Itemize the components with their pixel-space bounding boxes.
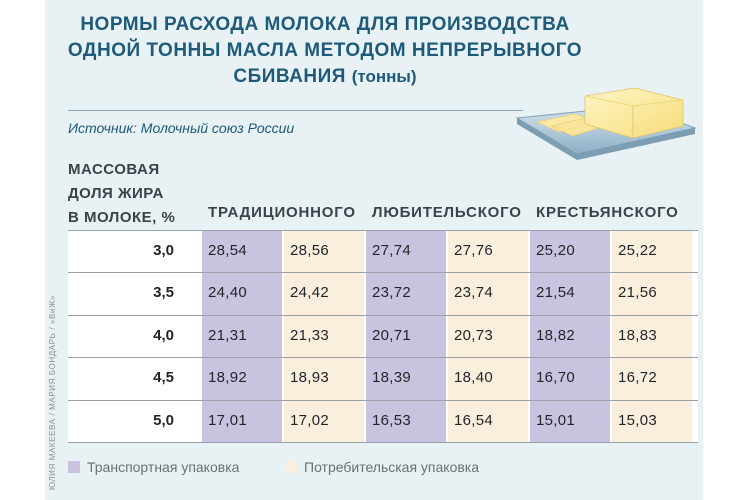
fat-percent-label: 3,0: [153, 242, 174, 259]
row-header: МАССОВАЯ ДОЛЯ ЖИРА В МОЛОКЕ, %: [68, 158, 208, 230]
row-header-line-3: В МОЛОКЕ, %: [68, 209, 176, 226]
table-cell: 17,01: [208, 411, 248, 429]
table-cell: 20,73: [454, 326, 494, 344]
legend-label-consumer: Потребительская упаковка: [304, 459, 480, 475]
row-divider: [68, 442, 698, 443]
table-cell: 21,31: [208, 326, 248, 344]
table-cell: 16,54: [454, 411, 494, 429]
butter-dish-icon: [515, 88, 697, 160]
column-amateur-transport: [366, 230, 446, 442]
table-cell: 23,74: [454, 284, 494, 302]
table-cell: 15,01: [536, 411, 576, 429]
title-unit: (тонны): [351, 67, 417, 86]
table-cell: 16,72: [618, 369, 658, 387]
table-cell: 18,39: [372, 369, 412, 387]
title-line-1: НОРМЫ РАСХОДА МОЛОКА ДЛЯ ПРОИЗВОДСТВА: [80, 14, 570, 35]
column-traditional-consumer: [284, 230, 364, 442]
column-amateur-consumer: [448, 230, 528, 442]
column-traditional-transport: [202, 230, 282, 442]
table-cell: 24,40: [208, 284, 248, 302]
fat-percent-label: 4,5: [153, 369, 174, 387]
table-cell: 17,02: [290, 411, 330, 429]
legend-swatch-consumer: [285, 461, 297, 473]
table-cell: 20,71: [372, 326, 412, 344]
row-divider: [68, 272, 698, 274]
table-cell: 21,54: [536, 284, 576, 302]
group-header-traditional: ТРАДИЦИОННОГО: [208, 204, 356, 221]
credit-line: ЮЛИЯ МАКЕЕВА / МАРИЯ БОНДАРЬ / «ВиЖ»: [48, 294, 57, 490]
table-cell: 18,83: [618, 326, 658, 344]
table-cell: 23,72: [372, 284, 412, 302]
title-separator: [68, 110, 523, 111]
title-line-2: ОДНОЙ ТОННЫ МАСЛА МЕТОДОМ НЕПРЕРЫВНОГО: [67, 40, 583, 61]
table-cell: 16,70: [536, 369, 576, 387]
fat-percent-label: 4,0: [153, 326, 174, 344]
legend-label-transport: Транспортная упаковка: [87, 459, 240, 475]
fat-percent-label: 5,0: [153, 411, 174, 429]
table-cell: 18,82: [536, 326, 576, 344]
row-divider: [68, 230, 698, 231]
legend-swatch-transport: [68, 461, 80, 473]
table-cell: 21,56: [618, 284, 658, 302]
table-cell: 28,54: [208, 242, 248, 259]
table-cell: 21,33: [290, 326, 330, 344]
row-header-line-2: ДОЛЯ ЖИРА: [68, 185, 164, 202]
table-cell: 27,74: [372, 242, 412, 259]
table-cell: 25,22: [618, 242, 658, 259]
table-cell: 16,53: [372, 411, 412, 429]
column-peasant-transport: [530, 230, 610, 442]
table-cell: 18,40: [454, 369, 494, 387]
group-header-peasant: КРЕСТЬЯНСКОГО: [536, 204, 679, 221]
title-line-3: СБИВАНИЯ (тонны): [45, 64, 605, 90]
table-cell: 28,56: [290, 242, 330, 259]
table-cell: 24,42: [290, 284, 330, 302]
table-cell: 27,76: [454, 242, 494, 259]
table-cell: 18,93: [290, 369, 330, 387]
source-note: Источник: Молочный союз России: [68, 120, 295, 136]
chart-title: НОРМЫ РАСХОДА МОЛОКА ДЛЯ ПРОИЗВОДСТВА ОД…: [45, 12, 605, 90]
table-cell: 18,92: [208, 369, 248, 387]
table-cell: 25,20: [536, 242, 576, 259]
row-header-line-1: МАССОВАЯ: [68, 161, 160, 178]
row-divider: [68, 314, 698, 316]
fat-percent-label: 3,5: [153, 284, 174, 302]
group-header-amateur: ЛЮБИТЕЛЬСКОГО: [372, 204, 522, 221]
row-divider: [68, 399, 698, 401]
title-line-3-text: СБИВАНИЯ: [233, 66, 346, 87]
table-cell: 15,03: [618, 411, 658, 429]
column-peasant-consumer: [612, 230, 692, 442]
row-divider: [68, 357, 698, 359]
